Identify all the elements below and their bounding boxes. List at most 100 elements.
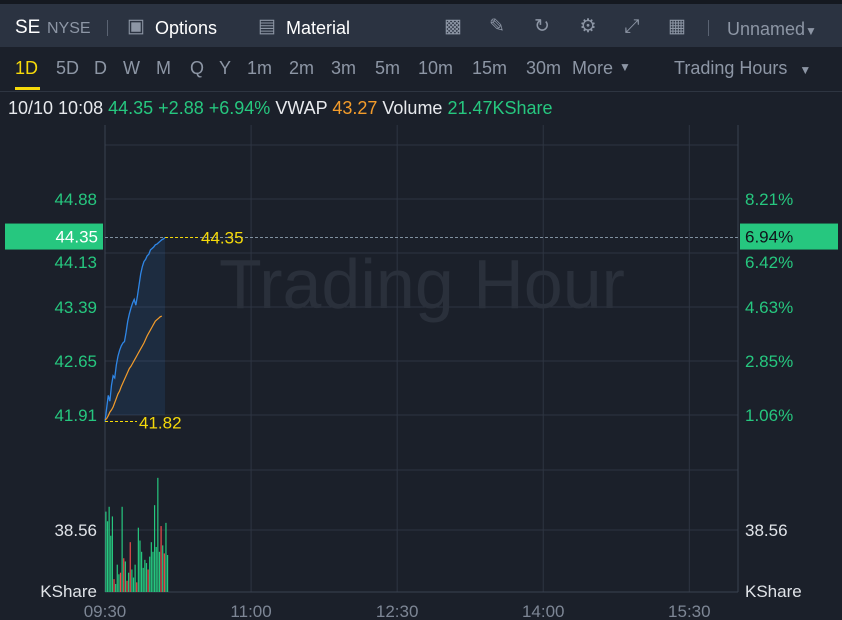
layout-select[interactable]: Unnamed▼ <box>727 19 817 40</box>
time-tick-label: 14:00 <box>522 602 565 620</box>
low-label: 41.82 <box>139 414 182 433</box>
price-area <box>105 237 166 422</box>
volume-bar <box>142 567 144 592</box>
volume-bar <box>149 556 151 592</box>
pct-tick-label: 4.63% <box>745 298 793 317</box>
period-tab-m[interactable]: M <box>156 58 171 78</box>
volume-bar <box>166 555 169 592</box>
volume-bar <box>106 521 109 592</box>
period-tab-30m[interactable]: 30m <box>526 58 562 78</box>
volume-bar <box>158 551 161 592</box>
price-tick-label: 43.39 <box>54 298 97 317</box>
volume-bar <box>134 564 136 592</box>
vwap-value: 43.27 <box>332 98 378 118</box>
datetime: 10/10 10:08 <box>8 98 104 118</box>
volume-bar <box>116 564 118 592</box>
divider <box>708 20 709 36</box>
material-icon: ▤ <box>258 16 276 37</box>
volume-bar <box>115 583 117 592</box>
options-icon: ▣ <box>127 16 145 37</box>
volume-bar <box>129 542 131 592</box>
watermark: Trading Hour <box>219 245 625 323</box>
period-tab-2m[interactable]: 2m <box>289 58 315 78</box>
time-tick-label: 11:00 <box>230 602 271 620</box>
price-line <box>104 237 166 422</box>
period-tab-y[interactable]: Y <box>219 58 232 78</box>
volume-bar <box>124 561 126 592</box>
volume-bar <box>131 569 133 592</box>
change-pct: +6.94% <box>208 98 271 118</box>
last-price: 44.35 <box>108 98 154 118</box>
volume-bar <box>136 582 138 592</box>
top-toolbar: SE NYSE ▣ Options ▤ Material ▩ ✎ ↻ ⚙ ⤢ ▦… <box>0 0 842 47</box>
volume-bar <box>153 505 156 592</box>
volume-bar <box>150 542 152 592</box>
period-tab-1m[interactable]: 1m <box>247 58 273 78</box>
period-tab-1d[interactable]: 1D <box>15 58 39 78</box>
current-price-label: 44.35 <box>55 228 98 247</box>
period-tab-d[interactable]: D <box>94 58 107 78</box>
volume-value: 21.47KShare <box>447 98 553 118</box>
pct-tick-label: 2.85% <box>745 352 793 371</box>
pct-tick-label: 6.42% <box>745 253 793 272</box>
volume-tick-label: 38.56 <box>745 521 788 540</box>
volume-tick-label: 38.56 <box>54 521 97 540</box>
pct-tick-label: 8.21% <box>745 190 793 209</box>
volume-bar <box>108 506 110 592</box>
symbol[interactable]: SE <box>15 17 41 38</box>
time-tick-label: 12:30 <box>376 602 419 620</box>
refresh-icon[interactable]: ↻ <box>534 16 550 37</box>
volume-bar <box>160 526 162 592</box>
volume-bar <box>141 551 143 592</box>
caret-down-icon: ▼ <box>805 24 817 38</box>
price-tick-label: 42.65 <box>54 352 97 371</box>
period-tab-5d[interactable]: 5D <box>56 58 80 78</box>
session-select[interactable]: Trading Hours ▼ <box>674 58 811 79</box>
current-pct-label: 6.94% <box>745 228 793 247</box>
volume-bar <box>155 546 157 592</box>
high-label: 44.35 <box>201 229 244 248</box>
volume-unit-label: KShare <box>745 582 802 601</box>
gear-icon[interactable]: ⚙ <box>579 16 597 37</box>
price-tick-label: 41.91 <box>54 406 97 425</box>
volume-bar <box>162 545 164 592</box>
period-tab-5m[interactable]: 5m <box>375 58 401 78</box>
session-label: Trading Hours <box>674 58 788 78</box>
volume-bar <box>105 511 107 592</box>
quote-info: 10/10 10:08 44.35 +2.88 +6.94% VWAP 43.2… <box>8 98 553 119</box>
caret-down-icon: ▼ <box>619 60 631 74</box>
current-price-tag <box>5 223 103 250</box>
pencil-icon[interactable]: ✎ <box>489 16 505 37</box>
time-tick-label: 09:30 <box>84 602 127 620</box>
volume-bar <box>144 559 146 592</box>
grid-icon[interactable]: ▦ <box>668 16 686 37</box>
volume-bar <box>157 477 159 592</box>
volume-bar <box>119 572 122 592</box>
period-bar <box>0 47 842 92</box>
period-tab-more[interactable]: More <box>572 58 614 78</box>
period-tab-10m[interactable]: 10m <box>418 58 454 78</box>
fullscreen-icon[interactable]: ⤢ <box>624 16 640 37</box>
current-pct-tag <box>740 223 838 250</box>
volume-bar <box>118 574 120 592</box>
volume-bar <box>121 506 123 592</box>
volume-bar <box>147 569 149 592</box>
volume-bar <box>128 572 130 592</box>
chart-icon[interactable]: ▩ <box>444 16 462 37</box>
volume-bar <box>165 522 167 592</box>
change: +2.88 <box>158 98 204 118</box>
volume-bar <box>139 540 141 592</box>
price-tick-label: 44.88 <box>54 190 97 209</box>
period-tab-3m[interactable]: 3m <box>331 58 357 78</box>
volume-bar <box>132 577 135 592</box>
period-tab-w[interactable]: W <box>123 58 140 78</box>
exchange: NYSE <box>47 20 91 37</box>
divider <box>107 20 108 36</box>
period-tab-15m[interactable]: 15m <box>472 58 508 78</box>
options-button[interactable]: Options <box>155 18 218 38</box>
material-button[interactable]: Material <box>286 18 351 38</box>
period-tab-q[interactable]: Q <box>190 58 205 78</box>
layout-name: Unnamed <box>727 19 806 39</box>
vwap-label: VWAP <box>275 98 328 118</box>
